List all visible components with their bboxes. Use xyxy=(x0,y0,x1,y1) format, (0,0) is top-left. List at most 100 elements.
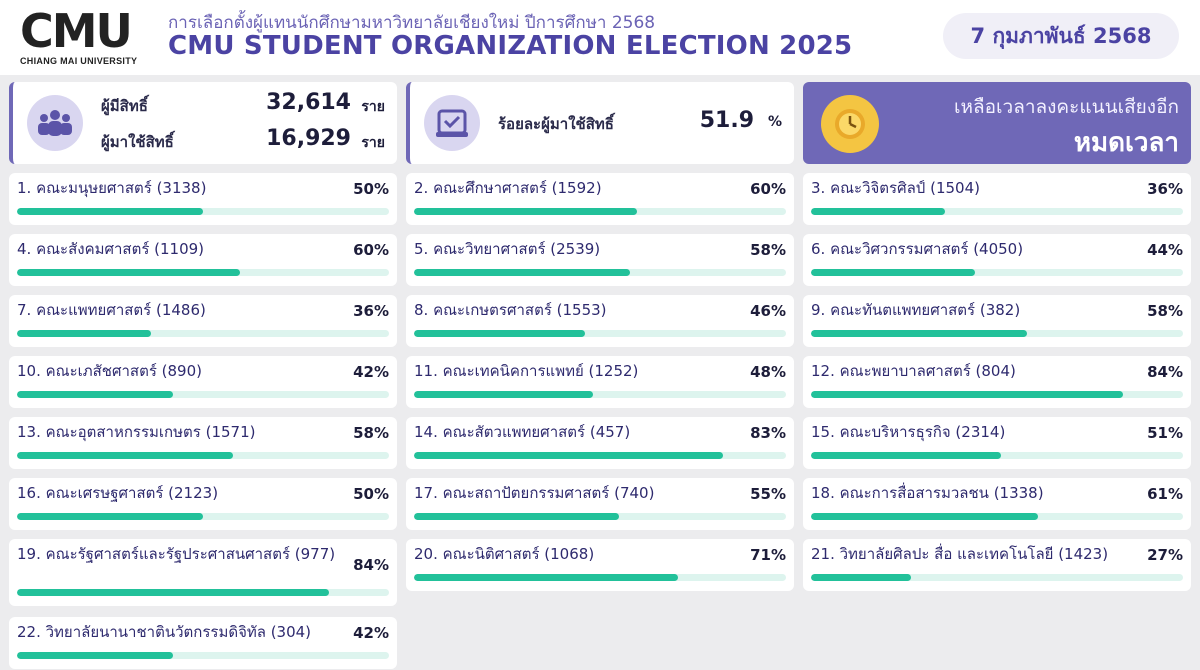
progress-fill xyxy=(811,208,945,215)
faculty-turnout-percent: 36% xyxy=(353,302,389,320)
progress-track xyxy=(17,391,389,398)
faculty-name: 5. คณะวิทยาศาสตร์ (2539) xyxy=(414,240,601,258)
faculty-card: 8. คณะเกษตรศาสตร์ (1553) 46% xyxy=(406,295,794,347)
faculty-card: 9. คณะทันตแพทยศาสตร์ (382) 58% xyxy=(803,295,1191,347)
faculty-card: 20. คณะนิติศาสตร์ (1068) 71% xyxy=(406,539,794,591)
progress-fill xyxy=(17,589,330,596)
progress-fill xyxy=(811,330,1027,337)
progress-fill xyxy=(414,452,723,459)
progress-fill xyxy=(414,574,679,581)
faculty-turnout-percent: 51% xyxy=(1147,424,1183,442)
faculty-name: 13. คณะอุตสาหกรรมเกษตร (1571) xyxy=(17,423,256,441)
turnout-unit: % xyxy=(767,114,782,130)
progress-fill xyxy=(414,330,586,337)
faculty-name: 14. คณะสัตวแพทยศาสตร์ (457) xyxy=(414,423,631,441)
faculty-card: 2. คณะศึกษาศาสตร์ (1592) 60% xyxy=(406,173,794,225)
faculty-turnout-percent: 84% xyxy=(353,556,389,574)
faculty-name: 4. คณะสังคมศาสตร์ (1109) xyxy=(17,240,205,258)
faculty-turnout-percent: 36% xyxy=(1147,180,1183,198)
faculty-name: 3. คณะวิจิตรศิลป์ (1504) xyxy=(811,179,980,197)
faculty-name: 21. วิทยาลัยศิลปะ สื่อ และเทคโนโลยี (142… xyxy=(811,545,1109,563)
progress-track xyxy=(414,208,786,215)
faculty-card: 14. คณะสัตวแพทยศาสตร์ (457) 83% xyxy=(406,417,794,469)
progress-track xyxy=(17,208,389,215)
faculty-turnout-percent: 50% xyxy=(353,485,389,503)
faculty-card: 12. คณะพยาบาลศาสตร์ (804) 84% xyxy=(803,356,1191,408)
logo-mark: CMU xyxy=(20,8,150,54)
faculty-name: 17. คณะสถาปัตยกรรมศาสตร์ (740) xyxy=(414,484,655,502)
progress-track xyxy=(17,269,389,276)
progress-track xyxy=(414,452,786,459)
page-subtitle: การเลือกตั้งผู้แทนนักศึกษามหาวิทยาลัยเชี… xyxy=(168,13,656,33)
faculty-name: 10. คณะเภสัชศาสตร์ (890) xyxy=(17,362,202,380)
progress-fill xyxy=(811,269,975,276)
progress-fill xyxy=(414,513,619,520)
faculty-turnout-percent: 46% xyxy=(750,302,786,320)
progress-fill xyxy=(414,208,638,215)
faculty-turnout-percent: 84% xyxy=(1147,363,1183,381)
faculty-card: 3. คณะวิจิตรศิลป์ (1504) 36% xyxy=(803,173,1191,225)
faculty-turnout-percent: 42% xyxy=(353,363,389,381)
page-title: CMU STUDENT ORGANIZATION ELECTION 2025 xyxy=(168,31,853,61)
faculty-card: 21. วิทยาลัยศิลปะ สื่อ และเทคโนโลยี (142… xyxy=(803,539,1191,591)
faculty-card: 6. คณะวิศวกรรมศาสตร์ (4050) 44% xyxy=(803,234,1191,286)
voted-value: 16,929 xyxy=(266,126,351,151)
faculty-card: 4. คณะสังคมศาสตร์ (1109) 60% xyxy=(9,234,397,286)
progress-track xyxy=(17,452,389,459)
faculty-name: 18. คณะการสื่อสารมวลชน (1338) xyxy=(811,484,1044,502)
faculty-turnout-percent: 60% xyxy=(353,241,389,259)
progress-fill xyxy=(414,391,593,398)
countdown-value: หมดเวลา xyxy=(1073,128,1179,158)
progress-track xyxy=(811,452,1183,459)
progress-fill xyxy=(811,452,1001,459)
progress-track xyxy=(811,513,1183,520)
faculty-name: 6. คณะวิศวกรรมศาสตร์ (4050) xyxy=(811,240,1024,258)
eligible-label: ผู้มีสิทธิ์ xyxy=(101,97,148,115)
faculty-card: 5. คณะวิทยาศาสตร์ (2539) 58% xyxy=(406,234,794,286)
faculty-card: 22. วิทยาลัยนานาชาตินวัตกรรมดิจิทัล (304… xyxy=(9,617,397,669)
progress-track xyxy=(414,574,786,581)
faculty-name: 22. วิทยาลัยนานาชาตินวัตกรรมดิจิทัล (304… xyxy=(17,623,312,641)
turnout-value: 51.9 xyxy=(699,108,754,133)
date-badge: 7 กุมภาพันธ์ 2568 xyxy=(943,13,1179,59)
faculty-card: 17. คณะสถาปัตยกรรมศาสตร์ (740) 55% xyxy=(406,478,794,530)
progress-fill xyxy=(17,452,233,459)
voted-unit: ราย xyxy=(361,135,385,151)
faculty-turnout-percent: 83% xyxy=(750,424,786,442)
turnout-label: ร้อยละผู้มาใช้สิทธิ์ xyxy=(498,115,614,133)
faculty-card: 15. คณะบริหารธุรกิจ (2314) 51% xyxy=(803,417,1191,469)
logo-subtitle: CHIANG MAI UNIVERSITY xyxy=(20,56,138,66)
faculty-card: 18. คณะการสื่อสารมวลชน (1338) 61% xyxy=(803,478,1191,530)
faculty-name: 1. คณะมนุษยศาสตร์ (3138) xyxy=(17,179,207,197)
progress-fill xyxy=(414,269,630,276)
faculty-turnout-percent: 27% xyxy=(1147,546,1183,564)
progress-track xyxy=(414,513,786,520)
progress-track xyxy=(17,330,389,337)
faculty-turnout-percent: 42% xyxy=(353,624,389,642)
progress-track xyxy=(17,513,389,520)
progress-fill xyxy=(17,513,203,520)
faculty-turnout-percent: 58% xyxy=(750,241,786,259)
voters-card: ผู้มีสิทธิ์ 32,614 ราย ผู้มาใช้สิทธิ์ 16… xyxy=(9,82,397,164)
eligible-value: 32,614 xyxy=(266,90,351,115)
progress-track xyxy=(17,652,389,659)
progress-fill xyxy=(811,574,912,581)
progress-track xyxy=(414,330,786,337)
faculty-name: 15. คณะบริหารธุรกิจ (2314) xyxy=(811,423,1006,441)
progress-track xyxy=(811,330,1183,337)
faculty-turnout-percent: 48% xyxy=(750,363,786,381)
ballot-box-icon xyxy=(424,95,480,151)
faculty-turnout-percent: 61% xyxy=(1147,485,1183,503)
header: CMU CHIANG MAI UNIVERSITY การเลือกตั้งผู… xyxy=(0,0,1200,75)
countdown-card: เหลือเวลาลงคะแนนเสียงอีก หมดเวลา xyxy=(803,82,1191,164)
faculty-name: 19. คณะรัฐศาสตร์และรัฐประศาสนศาสตร์ (977… xyxy=(17,545,336,563)
faculty-turnout-percent: 44% xyxy=(1147,241,1183,259)
progress-track xyxy=(811,391,1183,398)
progress-track xyxy=(811,269,1183,276)
progress-fill xyxy=(811,513,1038,520)
cmu-logo: CMU CHIANG MAI UNIVERSITY xyxy=(20,8,150,68)
progress-fill xyxy=(17,269,241,276)
faculty-name: 11. คณะเทคนิคการแพทย์ (1252) xyxy=(414,362,639,380)
faculty-turnout-percent: 71% xyxy=(750,546,786,564)
progress-track xyxy=(811,208,1183,215)
